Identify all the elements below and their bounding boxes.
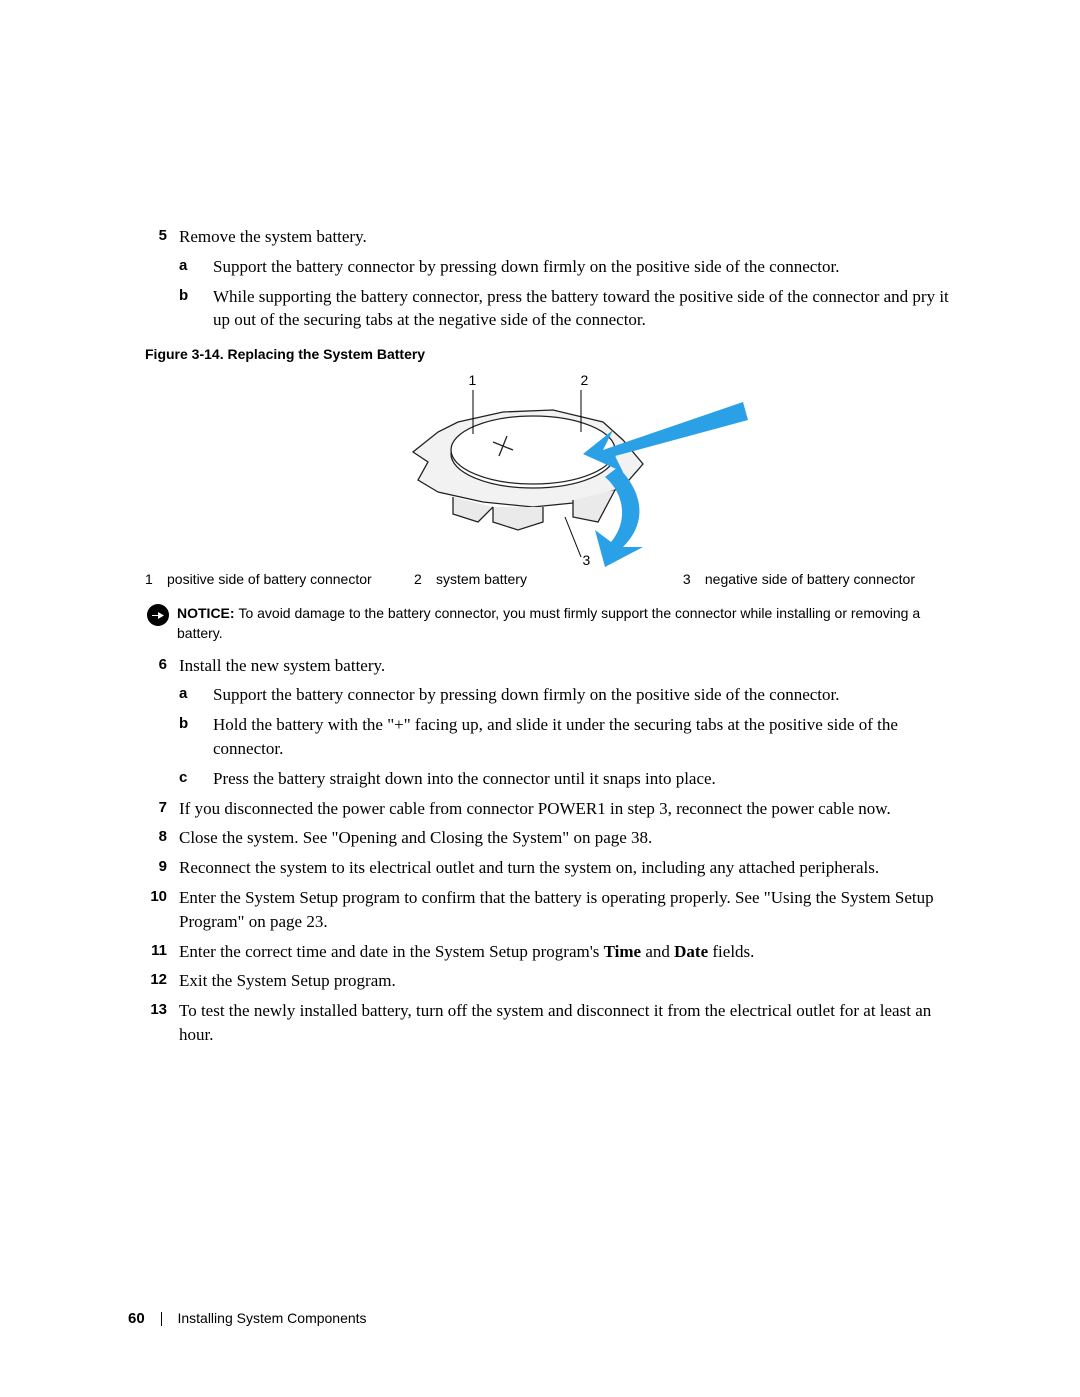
step-10: 10 Enter the System Setup program to con… (171, 886, 960, 934)
step-text-post: fields. (708, 942, 754, 961)
step-text: Reconnect the system to its electrical o… (179, 858, 879, 877)
step-number: 8 (145, 826, 167, 847)
step-list-continued: 6 Install the new system battery. a Supp… (145, 654, 960, 1047)
step-6: 6 Install the new system battery. a Supp… (171, 654, 960, 791)
substep-text: Press the battery straight down into the… (213, 769, 716, 788)
legend-num: 1 (145, 570, 167, 588)
step-text: Remove the system battery. (179, 227, 367, 246)
page-number: 60 (128, 1310, 145, 1327)
step-number: 12 (145, 969, 167, 990)
substeps: a Support the battery connector by press… (179, 255, 960, 332)
notice-text: NOTICE: To avoid damage to the battery c… (177, 604, 960, 643)
step-text: Install the new system battery. (179, 656, 385, 675)
step-text: If you disconnected the power cable from… (179, 799, 891, 818)
substep-letter: a (179, 255, 187, 276)
figure-legend: 1 positive side of battery connector 2 s… (145, 570, 960, 588)
substep-a: a Support the battery connector by press… (179, 683, 960, 707)
step-12: 12 Exit the System Setup program. (171, 969, 960, 993)
substep-letter: b (179, 285, 188, 306)
step-number: 9 (145, 856, 167, 877)
notice-body: To avoid damage to the battery connector… (177, 605, 920, 641)
section-title: Installing System Components (177, 1310, 366, 1326)
step-number: 10 (145, 886, 167, 907)
step-number: 6 (145, 654, 167, 675)
legend-item-2: 2 system battery (414, 570, 683, 588)
substep-c: c Press the battery straight down into t… (179, 767, 960, 791)
substep-text: While supporting the battery connector, … (213, 287, 949, 330)
step-9: 9 Reconnect the system to its electrical… (171, 856, 960, 880)
substep-text: Support the battery connector by pressin… (213, 257, 840, 276)
step-list: 5 Remove the system battery. a Support t… (145, 225, 960, 332)
step-5: 5 Remove the system battery. a Support t… (171, 225, 960, 332)
substep-text: Support the battery connector by pressin… (213, 685, 840, 704)
step-number: 11 (145, 940, 167, 961)
figure-3-14: 1 2 3 (145, 372, 960, 562)
substep-text: Hold the battery with the "+" facing up,… (213, 715, 898, 758)
field-time: Time (604, 942, 641, 961)
step-11: 11 Enter the correct time and date in th… (171, 940, 960, 964)
step-7: 7 If you disconnected the power cable fr… (171, 797, 960, 821)
step-text-mid: and (641, 942, 674, 961)
substep-b: b Hold the battery with the "+" facing u… (179, 713, 960, 761)
substep-letter: c (179, 767, 187, 788)
legend-num: 3 (683, 570, 705, 588)
step-text: Close the system. See "Opening and Closi… (179, 828, 652, 847)
step-number: 7 (145, 797, 167, 818)
page-footer: 60 Installing System Components (128, 1310, 367, 1327)
legend-item-3: 3 negative side of battery connector (683, 570, 952, 588)
legend-text: positive side of battery connector (167, 570, 392, 588)
battery-diagram (343, 372, 763, 567)
substep-b: b While supporting the battery connector… (179, 285, 960, 333)
notice-label: NOTICE: (177, 605, 238, 621)
legend-text: negative side of battery connector (705, 570, 935, 588)
field-date: Date (674, 942, 708, 961)
substep-a: a Support the battery connector by press… (179, 255, 960, 279)
substep-letter: b (179, 713, 188, 734)
legend-text: system battery (436, 570, 547, 588)
step-text: Enter the System Setup program to confir… (179, 888, 934, 931)
substep-letter: a (179, 683, 187, 704)
footer-separator (161, 1312, 162, 1326)
step-13: 13 To test the newly installed battery, … (171, 999, 960, 1047)
figure-callout-3: 3 (583, 552, 591, 568)
legend-item-1: 1 positive side of battery connector (145, 570, 414, 588)
figure-callout-1: 1 (469, 372, 477, 388)
step-text-pre: Enter the correct time and date in the S… (179, 942, 604, 961)
notice-arrow-icon (147, 604, 169, 626)
step-text: To test the newly installed battery, tur… (179, 1001, 931, 1044)
step-number: 13 (145, 999, 167, 1020)
substeps: a Support the battery connector by press… (179, 683, 960, 790)
step-8: 8 Close the system. See "Opening and Clo… (171, 826, 960, 850)
figure-callout-2: 2 (581, 372, 589, 388)
step-number: 5 (145, 225, 167, 246)
step-text: Exit the System Setup program. (179, 971, 396, 990)
notice: NOTICE: To avoid damage to the battery c… (121, 604, 960, 643)
figure-caption: Figure 3-14. Replacing the System Batter… (145, 346, 960, 362)
legend-num: 2 (414, 570, 436, 588)
